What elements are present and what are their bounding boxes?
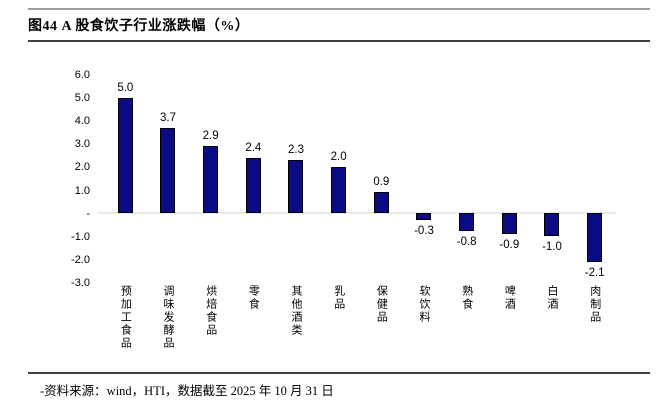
value-label: -1.0	[542, 241, 562, 254]
bar	[544, 213, 560, 237]
y-tick-label: 5.0	[74, 92, 90, 105]
footer-divider	[28, 372, 650, 374]
bar-group: 2.9 烘焙食品	[189, 75, 232, 337]
y-axis: 6.0 5.0 4.0 3.0 2.0 1.0 - -1.0 -2.0 -3.0	[0, 69, 90, 289]
category-label: 烘焙食品	[204, 285, 217, 337]
value-label: -0.3	[414, 224, 434, 237]
value-label: -2.1	[584, 266, 605, 279]
value-label: 2.3	[287, 143, 304, 156]
value-label: -0.8	[456, 236, 477, 249]
y-tick-label: -2.0	[71, 253, 90, 266]
category-label: 熟食	[460, 285, 473, 311]
category-label: 肉制品	[588, 285, 601, 324]
bar	[117, 97, 133, 213]
bar-group: -2.1 肉制品	[573, 75, 616, 324]
category-label: 保健品	[375, 285, 388, 324]
bar	[501, 213, 517, 234]
category-label: 软饮料	[418, 285, 431, 324]
bar	[245, 157, 261, 213]
bar-group: 5.0 预加工食品	[104, 75, 147, 351]
bar-group: 2.0 乳品	[317, 75, 360, 311]
plot-area: 5.0 预加工食品 3.7 调味发酵品 2.9 烘焙食品 2.4 零食 2.3 其他酒类 2.0 乳品…	[98, 75, 616, 351]
bar	[416, 213, 432, 220]
category-label: 零食	[247, 285, 260, 311]
bar-group: 0.9 保健品	[360, 75, 403, 324]
bar-group: 2.4 零食	[232, 75, 275, 311]
category-label: 调味发酵品	[162, 285, 175, 350]
bar	[373, 192, 389, 213]
y-tick-label: 4.0	[74, 115, 90, 128]
value-label: 0.9	[373, 176, 390, 189]
value-label: -0.9	[499, 238, 520, 251]
y-tick-label: -1.0	[71, 230, 90, 243]
bar	[288, 159, 304, 213]
bar	[587, 213, 603, 262]
bar	[459, 213, 475, 232]
zero-baseline	[98, 212, 616, 214]
category-label: 乳品	[332, 285, 345, 311]
value-label: 2.9	[202, 130, 219, 142]
category-label: 预加工食品	[119, 285, 132, 350]
value-label: 3.7	[159, 111, 176, 124]
bar-group: -0.3 软饮料	[403, 75, 446, 324]
figure-title: 图44 A 股食饮子行业涨跌幅（%）	[28, 19, 250, 34]
y-tick-label: 3.0	[74, 138, 90, 151]
top-divider	[28, 8, 650, 10]
value-label: 2.0	[330, 150, 347, 163]
y-tick-label: 1.0	[74, 184, 90, 197]
y-tick-label: -3.0	[71, 276, 90, 289]
bar-group: 2.3 其他酒类	[275, 75, 318, 337]
category-label: 白酒	[546, 285, 559, 311]
bar-group: -0.9 啤酒	[488, 75, 531, 311]
category-label: 其他酒类	[290, 285, 303, 337]
bar	[160, 127, 176, 213]
y-tick-label: 2.0	[74, 161, 90, 174]
title-divider	[28, 40, 650, 42]
value-label: 5.0	[117, 81, 134, 94]
bar	[331, 166, 347, 213]
y-tick-label: -	[86, 207, 90, 220]
y-tick-label: 6.0	[74, 69, 90, 81]
value-label: 2.4	[245, 141, 262, 154]
source-note: -资料来源：wind，HTI，数据截至 2025 年 10 月 31 日	[40, 384, 334, 398]
bar-group: -0.8 熟食	[445, 75, 488, 311]
category-label: 啤酒	[503, 285, 516, 311]
bar	[203, 146, 219, 213]
bar-group: -1.0 白酒	[531, 75, 574, 311]
bar-group: 3.7 调味发酵品	[147, 75, 190, 350]
